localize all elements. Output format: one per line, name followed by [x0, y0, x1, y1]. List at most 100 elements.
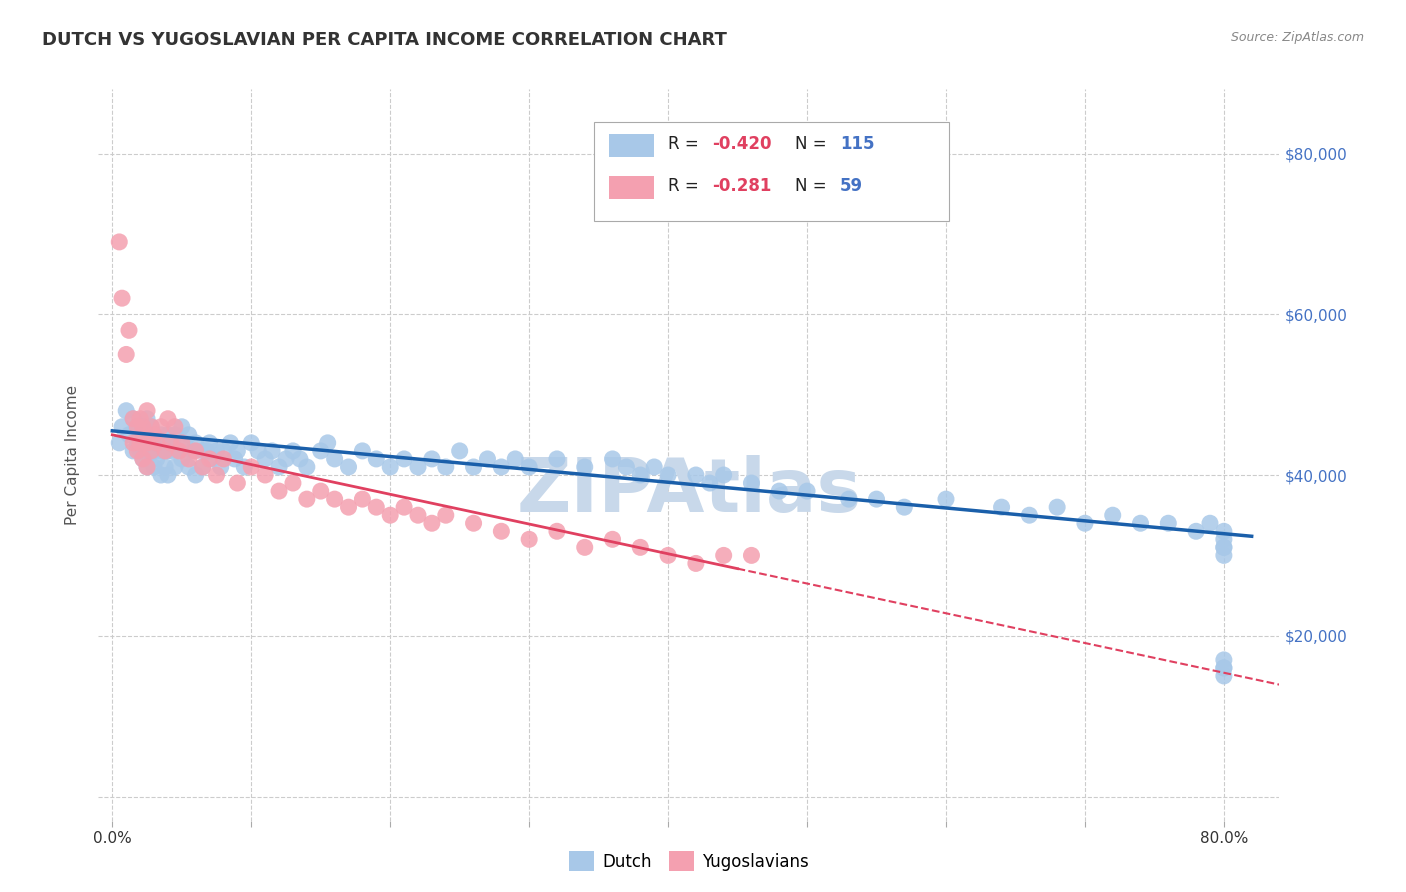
Point — [274, 452, 297, 467]
Point — [118, 427, 141, 442]
Text: N =: N = — [796, 177, 832, 194]
Point — [352, 492, 374, 507]
Point — [118, 323, 141, 337]
Point — [167, 443, 190, 458]
Point — [1212, 524, 1234, 539]
Point — [141, 419, 163, 434]
Point — [191, 443, 214, 458]
Point — [240, 460, 263, 475]
Text: 59: 59 — [841, 177, 863, 194]
Point — [141, 443, 163, 458]
Point — [136, 460, 159, 475]
Point — [177, 460, 200, 475]
Point — [205, 443, 228, 458]
Point — [205, 468, 228, 483]
Point — [713, 549, 735, 563]
Point — [143, 460, 166, 475]
Point — [173, 435, 195, 450]
Point — [392, 452, 415, 467]
Legend: Dutch, Yugoslavians: Dutch, Yugoslavians — [562, 845, 815, 878]
Point — [146, 435, 169, 450]
Point — [713, 468, 735, 483]
Point — [643, 460, 665, 475]
Point — [177, 452, 200, 467]
Point — [323, 492, 346, 507]
Point — [226, 443, 249, 458]
Point — [143, 427, 166, 442]
Point — [132, 452, 155, 467]
Point — [449, 443, 471, 458]
Point — [517, 460, 540, 475]
Point — [1199, 516, 1222, 531]
Point — [129, 411, 152, 425]
Point — [574, 460, 596, 475]
Point — [1018, 508, 1040, 523]
Point — [838, 492, 860, 507]
Point — [295, 460, 318, 475]
Point — [184, 443, 207, 458]
Point — [184, 435, 207, 450]
Point — [406, 460, 429, 475]
Point — [170, 435, 193, 450]
Point — [254, 452, 277, 467]
Point — [136, 411, 159, 425]
Point — [149, 468, 172, 483]
Point — [233, 460, 256, 475]
Point — [122, 411, 145, 425]
Point — [1212, 533, 1234, 547]
Point — [1212, 541, 1234, 555]
Point — [281, 476, 304, 491]
Point — [380, 508, 402, 523]
Point — [323, 452, 346, 467]
Point — [685, 468, 707, 483]
Point — [699, 476, 721, 491]
Point — [156, 411, 179, 425]
Point — [1101, 508, 1123, 523]
Point — [463, 516, 485, 531]
Point — [132, 419, 155, 434]
Point — [337, 500, 360, 515]
Point — [201, 452, 224, 467]
Point — [262, 443, 284, 458]
Point — [628, 468, 651, 483]
Point — [156, 427, 179, 442]
Text: N =: N = — [796, 135, 832, 153]
Text: R =: R = — [668, 135, 703, 153]
Text: R =: R = — [668, 177, 703, 194]
Point — [628, 541, 651, 555]
Point — [143, 427, 166, 442]
Point — [380, 460, 402, 475]
Point — [420, 516, 443, 531]
Point — [167, 443, 190, 458]
Point — [212, 452, 235, 467]
Point — [159, 435, 181, 450]
Point — [163, 427, 186, 442]
Point — [288, 452, 311, 467]
Point — [657, 468, 679, 483]
Text: 115: 115 — [841, 135, 875, 153]
Point — [153, 460, 176, 475]
Point — [1212, 653, 1234, 667]
Point — [434, 508, 457, 523]
Point — [463, 460, 485, 475]
Point — [198, 452, 221, 467]
Point — [156, 443, 179, 458]
Point — [111, 291, 134, 305]
Point — [1212, 669, 1234, 683]
Text: ZIPAtlas: ZIPAtlas — [516, 455, 862, 528]
Point — [366, 452, 388, 467]
Point — [153, 435, 176, 450]
Point — [129, 435, 152, 450]
Point — [163, 460, 186, 475]
Point — [143, 443, 166, 458]
Text: -0.420: -0.420 — [713, 135, 772, 153]
Point — [685, 557, 707, 571]
Point — [127, 435, 149, 450]
Point — [546, 452, 568, 467]
Point — [1157, 516, 1180, 531]
Point — [796, 484, 818, 499]
Point — [149, 427, 172, 442]
Y-axis label: Per Capita Income: Per Capita Income — [65, 384, 80, 525]
Point — [281, 443, 304, 458]
Point — [392, 500, 415, 515]
